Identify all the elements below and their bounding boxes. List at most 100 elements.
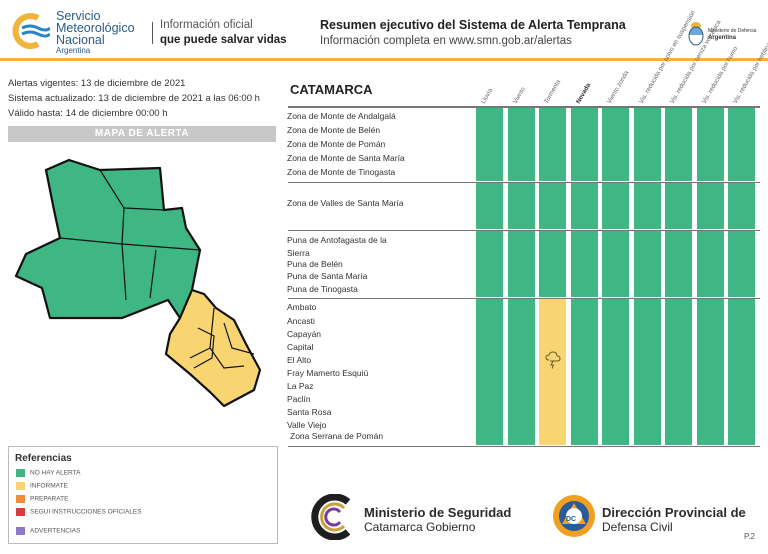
smn-name-line3: Nacional: [56, 33, 105, 47]
group-separator: [288, 445, 760, 447]
alert-map[interactable]: [14, 158, 276, 414]
smn-name-line1: Servicio: [56, 9, 101, 23]
defensa-civil-line1: Dirección Provincial de: [602, 505, 746, 520]
ministry-line1: Ministerio de Defensa: [708, 28, 757, 34]
alert-cell-informate[interactable]: [539, 299, 566, 445]
alert-cell[interactable]: [602, 183, 629, 229]
reference-item: NO HAY ALERTA: [16, 469, 80, 477]
ministry-line2: Argentina: [708, 35, 737, 41]
defensa-civil-line2: Defensa Civil: [602, 520, 673, 534]
zone-label: Capayán: [287, 329, 322, 339]
alert-cell[interactable]: [633, 108, 661, 181]
province-title: CATAMARCA: [290, 82, 373, 97]
reference-label: INFORMATE: [30, 482, 68, 490]
alert-cell[interactable]: [633, 231, 661, 297]
slogan-line2: que puede salvar vidas: [160, 34, 287, 46]
alert-cell[interactable]: [476, 108, 503, 181]
alert-cell[interactable]: [507, 183, 535, 229]
alertas-vigentes: Alertas vigentes: 13 de diciembre de 202…: [8, 78, 186, 89]
smn-logo-icon: [8, 12, 52, 50]
alert-cell[interactable]: [507, 108, 535, 181]
zone-label: Capital: [287, 342, 314, 352]
alert-cell[interactable]: [570, 231, 598, 297]
alert-cell[interactable]: [696, 183, 724, 229]
alert-cell[interactable]: [507, 299, 535, 445]
smn-country: Argentina: [56, 46, 91, 55]
smn-name-line2: Meteorológico: [56, 21, 135, 35]
alert-cell[interactable]: [633, 183, 661, 229]
zone-label: Puna de Santa María: [287, 271, 368, 281]
header-rule: [0, 58, 768, 61]
zone-label: Fray Mamerto Esquiú: [287, 368, 369, 378]
alert-cell[interactable]: [476, 183, 503, 229]
alert-cell[interactable]: [570, 108, 598, 181]
zone-label: Ancasti: [287, 316, 315, 326]
reference-label: PREPARATE: [30, 495, 69, 503]
zone-label: Ambato: [287, 302, 317, 312]
reference-swatch: [16, 469, 25, 477]
alert-cell[interactable]: [476, 231, 503, 297]
zone-label: Paclín: [287, 394, 311, 404]
zone-label: Valle Viejo: [287, 420, 327, 430]
page-title: Resumen ejecutivo del Sistema de Alerta …: [320, 18, 626, 32]
zone-label: Zona de Valles de Santa María: [287, 198, 404, 208]
zone-label: Puna de Tinogasta: [287, 284, 358, 294]
alert-cell[interactable]: [728, 108, 755, 181]
seguridad-line2: Catamarca Gobierno: [364, 520, 476, 534]
page-subtitle: Información completa en www.smn.gob.ar/a…: [320, 35, 572, 47]
alert-cell[interactable]: [539, 231, 566, 297]
alert-cell[interactable]: [728, 231, 755, 297]
alert-cell[interactable]: [539, 108, 566, 181]
header-divider: [152, 22, 153, 44]
reference-item: INFORMATE: [16, 482, 68, 490]
zone-label: Puna de Belén: [287, 259, 343, 269]
alert-cell[interactable]: [507, 231, 535, 297]
storm-cloud-icon: [545, 351, 561, 369]
table-top-separator: [288, 106, 760, 108]
defensa-civil-logo-icon: [552, 494, 596, 538]
reference-label: SEGUI INSTRUCCIONES OFICIALES: [30, 508, 142, 516]
zone-label: Zona de Monte de Belén: [287, 125, 381, 135]
argentina-shield-icon: [688, 20, 704, 46]
references-title: Referencias: [15, 453, 72, 464]
reference-label: ADVERTENCIAS: [30, 527, 81, 535]
alert-cell[interactable]: [728, 299, 755, 445]
alert-cell[interactable]: [539, 183, 566, 229]
alert-cell[interactable]: [602, 231, 629, 297]
reference-item: PREPARATE: [16, 495, 68, 503]
alert-cell[interactable]: [665, 183, 692, 229]
alert-cell[interactable]: [665, 108, 692, 181]
alert-cell[interactable]: [665, 231, 692, 297]
alert-cell[interactable]: [476, 299, 503, 445]
reference-item: SEGUI INSTRUCCIONES OFICIALES: [16, 508, 142, 516]
slogan-line1: Información oficial: [160, 19, 253, 31]
alert-cell[interactable]: [665, 299, 692, 445]
group-separator: [288, 297, 760, 299]
zone-label: Santa Rosa: [287, 407, 332, 417]
zone-label: Zona de Monte de Santa María: [287, 153, 405, 163]
zone-label: Zona Serrana de Pomán: [290, 431, 384, 441]
reference-swatch: [16, 495, 25, 503]
reference-item: ADVERTENCIAS: [16, 527, 80, 535]
defensa-civil-badge: DC: [566, 516, 577, 523]
seguridad-line1: Ministerio de Seguridad: [364, 505, 512, 520]
reference-swatch: [16, 508, 25, 516]
alert-cell[interactable]: [633, 299, 661, 445]
page-number: P.2: [744, 532, 755, 541]
alert-cell[interactable]: [602, 299, 629, 445]
group-separator: [288, 229, 760, 231]
zone-label: Puna de Antofagasta de la Sierra: [287, 235, 387, 258]
alert-cell[interactable]: [696, 108, 724, 181]
alert-cell[interactable]: [570, 299, 598, 445]
group-separator: [288, 181, 760, 183]
sistema-actualizado: Sistema actualizado: 13 de diciembre de …: [8, 93, 260, 104]
alert-cell[interactable]: [602, 108, 629, 181]
alert-cell[interactable]: [728, 183, 755, 229]
references-box: [8, 446, 278, 544]
zone-label: Zona de Monte de Pomán: [287, 139, 386, 149]
map-header: MAPA DE ALERTA: [8, 126, 276, 142]
zone-label: El Alto: [287, 355, 312, 365]
alert-cell[interactable]: [696, 231, 724, 297]
alert-cell[interactable]: [696, 299, 724, 445]
alert-cell[interactable]: [570, 183, 598, 229]
